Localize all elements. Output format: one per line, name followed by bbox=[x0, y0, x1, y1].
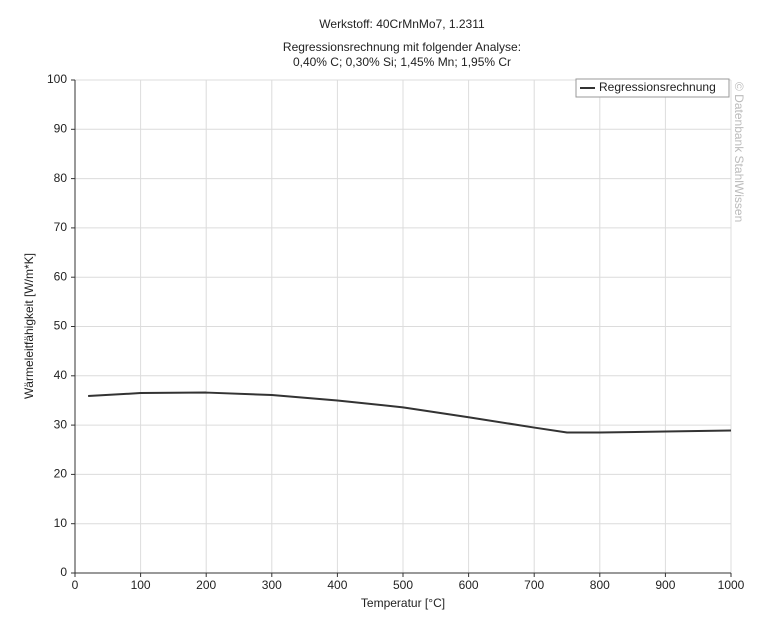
x-tick-label: 0 bbox=[72, 578, 79, 592]
x-tick-label: 700 bbox=[524, 578, 544, 592]
x-tick-label: 800 bbox=[590, 578, 610, 592]
y-axis-label: Wärmeleitfähigkeit [W/m*K] bbox=[22, 253, 36, 399]
x-tick-label: 200 bbox=[196, 578, 216, 592]
y-tick-label: 30 bbox=[54, 417, 68, 431]
chart-title: Werkstoff: 40CrMnMo7, 1.2311 bbox=[319, 17, 485, 31]
y-tick-label: 80 bbox=[54, 171, 68, 185]
y-tick-label: 100 bbox=[47, 72, 67, 86]
x-tick-label: 500 bbox=[393, 578, 413, 592]
x-axis-label: Temperatur [°C] bbox=[361, 596, 445, 610]
y-tick-label: 0 bbox=[60, 565, 67, 579]
chart-subtitle: 0,40% C; 0,30% Si; 1,45% Mn; 1,95% Cr bbox=[293, 55, 511, 69]
chart-subtitle: Regressionsrechnung mit folgender Analys… bbox=[283, 40, 521, 54]
x-tick-label: 400 bbox=[327, 578, 347, 592]
x-tick-label: 600 bbox=[459, 578, 479, 592]
x-tick-label: 1000 bbox=[718, 578, 745, 592]
x-tick-label: 900 bbox=[655, 578, 675, 592]
legend-label: Regressionsrechnung bbox=[599, 80, 716, 94]
legend-box bbox=[575, 78, 730, 98]
y-tick-label: 20 bbox=[54, 467, 68, 481]
watermark: © Datenbank StahlWissen bbox=[732, 82, 746, 222]
x-tick-label: 300 bbox=[262, 578, 282, 592]
y-tick-label: 10 bbox=[54, 516, 68, 530]
y-tick-label: 60 bbox=[54, 269, 68, 283]
y-tick-label: 50 bbox=[54, 319, 68, 333]
x-tick-label: 100 bbox=[131, 578, 151, 592]
data-line bbox=[88, 391, 732, 434]
y-tick-label: 70 bbox=[54, 220, 68, 234]
y-tick-label: 90 bbox=[54, 121, 68, 135]
y-tick-label: 40 bbox=[54, 368, 68, 382]
